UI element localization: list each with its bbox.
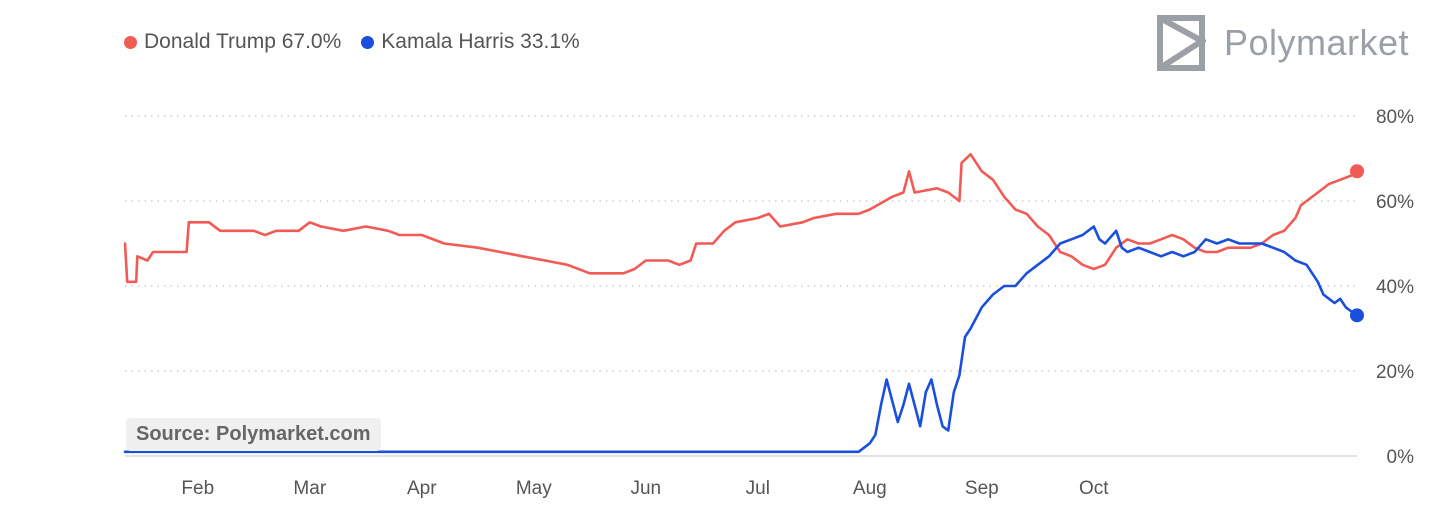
polymarket-logo-icon xyxy=(1157,15,1206,71)
x-tick-label: Apr xyxy=(407,478,437,499)
legend-item-harris[interactable]: Kamala Harris 33.1% xyxy=(361,30,580,54)
y-tick-label: 80% xyxy=(1376,107,1414,128)
y-tick-label: 20% xyxy=(1376,362,1414,383)
harris-dot-icon xyxy=(361,35,375,49)
x-tick-label: Oct xyxy=(1079,478,1109,499)
chart-legend: Donald Trump 67.0% Kamala Harris 33.1% xyxy=(124,30,580,54)
y-tick-label: 40% xyxy=(1376,277,1414,298)
trump-end-point xyxy=(1350,164,1364,179)
grid-lines xyxy=(125,115,1357,457)
y-axis-ticks: 0% 20% 40% 60% 80% xyxy=(1376,107,1414,468)
x-axis-ticks: Feb Mar Apr May Jun Jul Aug Sep Oct xyxy=(181,478,1109,499)
y-tick-label: 60% xyxy=(1376,192,1414,213)
x-tick-label: Jun xyxy=(630,478,661,499)
x-tick-label: Sep xyxy=(965,478,999,499)
x-tick-label: Mar xyxy=(293,478,326,499)
harris-end-point xyxy=(1350,308,1364,323)
polymarket-logo: Polymarket xyxy=(1156,14,1409,72)
source-label: Source: Polymarket.com xyxy=(126,418,381,451)
legend-item-trump[interactable]: Donald Trump 67.0% xyxy=(124,30,341,54)
harris-series-line xyxy=(123,225,1359,454)
series-lines xyxy=(123,153,1364,454)
y-tick-label: 0% xyxy=(1387,447,1415,468)
x-tick-label: Feb xyxy=(181,478,214,499)
trump-series-line xyxy=(123,153,1359,284)
x-tick-label: Jul xyxy=(746,478,770,499)
x-tick-label: May xyxy=(516,478,552,499)
x-tick-label: Aug xyxy=(853,478,887,499)
brand-name: Polymarket xyxy=(1224,22,1410,63)
legend-harris-label: Kamala Harris 33.1% xyxy=(381,30,580,53)
trump-dot-icon xyxy=(124,35,137,49)
legend-trump-label: Donald Trump 67.0% xyxy=(144,30,342,53)
